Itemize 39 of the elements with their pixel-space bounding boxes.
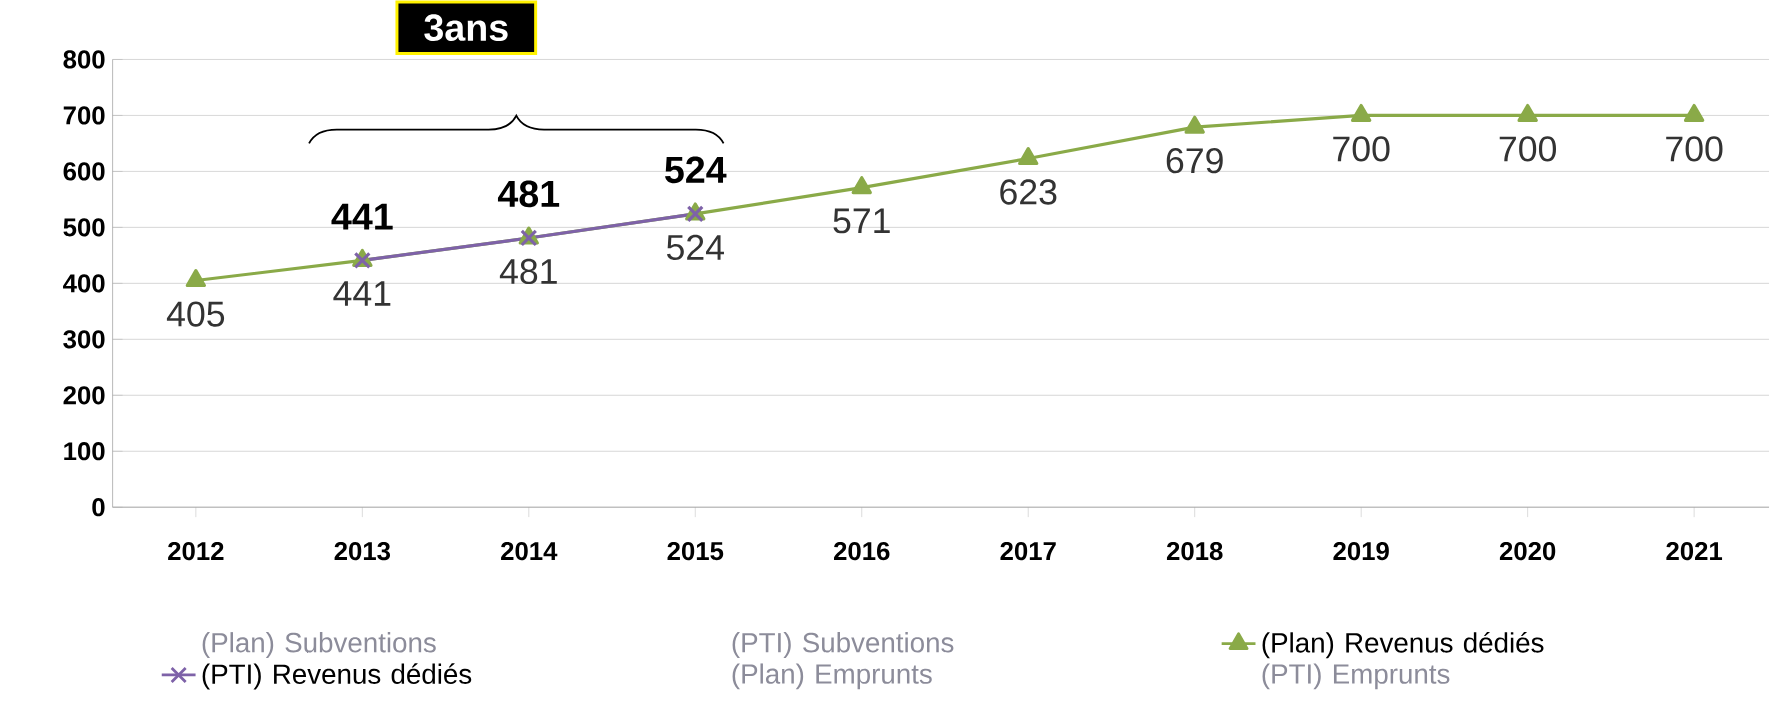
x-tick-label: 2021 [1666,541,1723,561]
data-label: 700 [1333,136,1390,162]
legend-label: (PTI) Revenus dédiés [202,663,472,690]
x-tick-label: 2014 [501,541,558,561]
data-label: 441 [331,203,393,230]
y-tick-label: 200 [63,386,105,405]
x-tick-label: 2015 [667,541,724,561]
text: 3ans [424,14,508,42]
y-tick-label: 100 [64,442,105,461]
data-label: 481 [497,180,560,208]
data-label: 623 [1000,179,1057,205]
y-tick-label: 700 [63,106,105,125]
x-tick-label: 2016 [834,541,890,561]
y-tick-label: 800 [63,50,105,69]
data-label: 405 [166,301,225,327]
y-tick-label: 300 [63,330,105,349]
data-label: 524 [666,234,724,260]
x-tick-label: 2013 [334,541,391,561]
text: (Plan) Emprunts [732,663,932,690]
legend-label: (Plan) Revenus dédiés [1262,631,1544,659]
data-label: 700 [1499,136,1557,162]
text: (PTI) Subventions [732,632,954,658]
data-label: 571 [833,208,890,234]
y-tick-label: 600 [63,162,105,181]
x-tick-label: 2019 [1333,541,1389,561]
y-tick-label: 400 [63,274,105,293]
x-tick-label: 2020 [1499,541,1556,561]
x-tick-label: 2017 [1000,541,1056,561]
data-label: 524 [665,156,727,184]
data-label: 481 [499,258,557,285]
x-tick-label: 2012 [168,541,224,561]
data-label: 700 [1666,136,1723,162]
y-tick-label: 0 [92,498,105,517]
text: (PTI) Emprunts [1262,663,1450,690]
data-label: 679 [1166,147,1223,174]
y-tick-label: 500 [63,218,105,237]
data-label: 441 [333,281,391,306]
x-tick-label: 2018 [1166,541,1223,561]
text: (Plan) Subventions [202,632,436,658]
